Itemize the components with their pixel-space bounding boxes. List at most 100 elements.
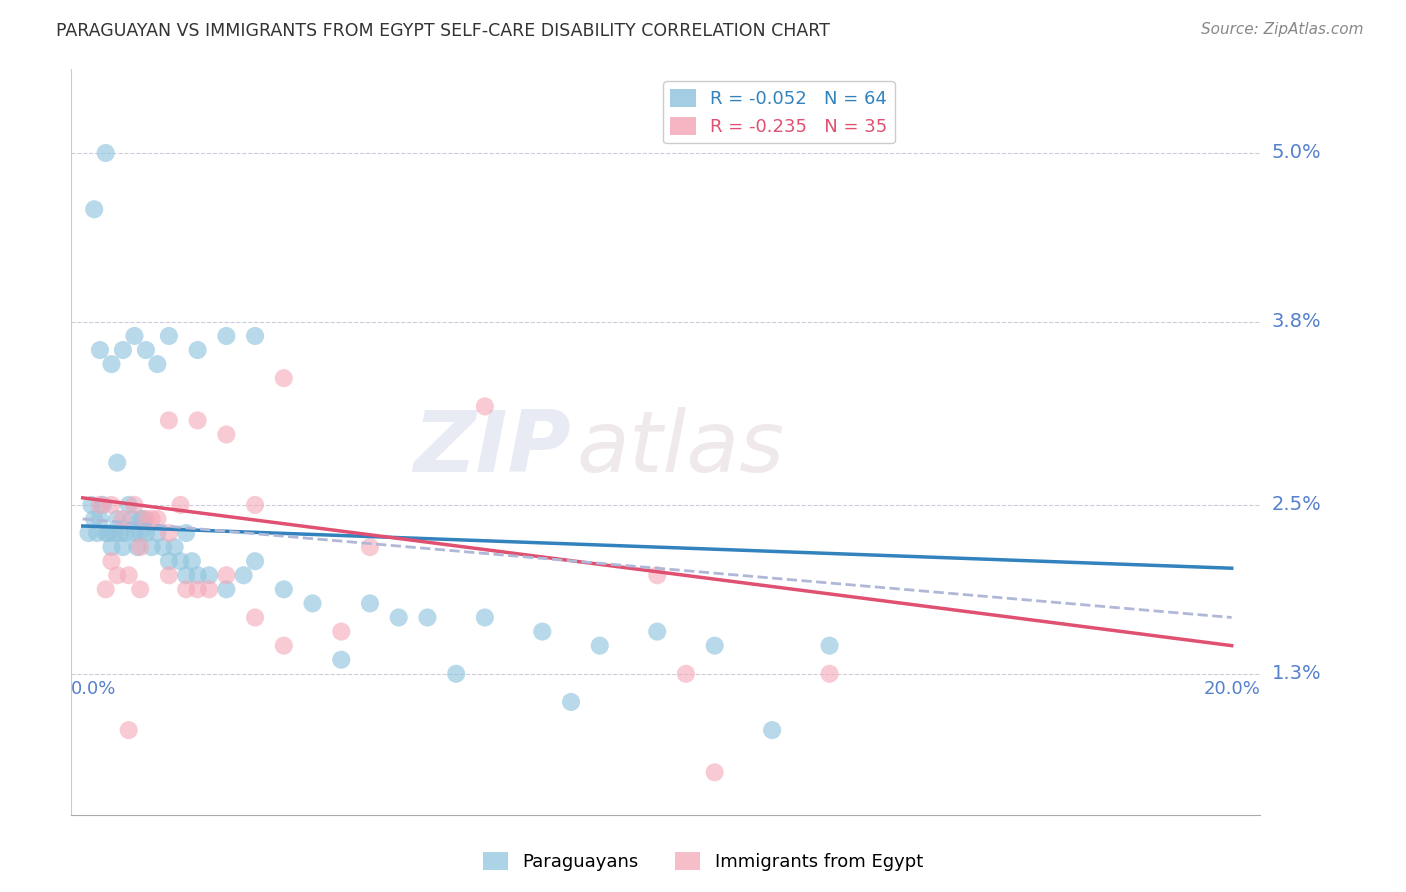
Point: [124, 498, 146, 512]
Point: [187, 343, 209, 357]
Point: [531, 624, 554, 639]
Text: Source: ZipAtlas.com: Source: ZipAtlas.com: [1201, 22, 1364, 37]
Point: [273, 582, 295, 597]
Point: [388, 610, 411, 624]
Point: [675, 666, 697, 681]
Point: [146, 526, 169, 541]
Point: [703, 765, 725, 780]
Point: [187, 582, 209, 597]
Point: [474, 400, 496, 414]
Text: ZIP: ZIP: [413, 407, 571, 490]
Point: [135, 343, 157, 357]
Point: [141, 512, 163, 526]
Point: [118, 568, 141, 582]
Point: [215, 427, 238, 442]
Text: 3.8%: 3.8%: [1272, 312, 1322, 332]
Text: PARAGUAYAN VS IMMIGRANTS FROM EGYPT SELF-CARE DISABILITY CORRELATION CHART: PARAGUAYAN VS IMMIGRANTS FROM EGYPT SELF…: [56, 22, 830, 40]
Point: [174, 582, 197, 597]
Point: [77, 526, 100, 541]
Point: [114, 526, 136, 541]
Point: [157, 526, 180, 541]
Point: [273, 371, 295, 385]
Text: 0.0%: 0.0%: [72, 681, 117, 698]
Point: [108, 526, 131, 541]
Point: [97, 526, 120, 541]
Point: [180, 554, 202, 568]
Point: [94, 145, 117, 160]
Point: [444, 666, 467, 681]
Text: 20.0%: 20.0%: [1204, 681, 1260, 698]
Point: [243, 498, 266, 512]
Point: [169, 554, 191, 568]
Point: [359, 540, 381, 554]
Point: [243, 554, 266, 568]
Point: [243, 610, 266, 624]
Point: [129, 540, 152, 554]
Text: 1.3%: 1.3%: [1272, 665, 1322, 683]
Point: [103, 526, 125, 541]
Point: [86, 526, 108, 541]
Point: [121, 512, 143, 526]
Point: [132, 512, 155, 526]
Point: [141, 540, 163, 554]
Point: [83, 202, 105, 217]
Point: [589, 639, 612, 653]
Point: [174, 568, 197, 582]
Point: [118, 723, 141, 738]
Point: [187, 413, 209, 427]
Point: [198, 582, 221, 597]
Point: [187, 568, 209, 582]
Point: [146, 357, 169, 371]
Point: [359, 596, 381, 610]
Text: 2.5%: 2.5%: [1272, 495, 1322, 515]
Point: [146, 512, 169, 526]
Point: [157, 554, 180, 568]
Point: [83, 512, 105, 526]
Point: [80, 498, 103, 512]
Point: [818, 666, 841, 681]
Point: [703, 639, 725, 653]
Point: [100, 357, 122, 371]
Point: [100, 540, 122, 554]
Point: [243, 329, 266, 343]
Point: [157, 568, 180, 582]
Point: [89, 512, 111, 526]
Point: [645, 568, 668, 582]
Point: [91, 498, 114, 512]
Point: [100, 554, 122, 568]
Point: [89, 498, 111, 512]
Point: [105, 512, 128, 526]
Point: [100, 498, 122, 512]
Point: [135, 526, 157, 541]
Point: [111, 512, 134, 526]
Point: [163, 540, 186, 554]
Point: [169, 498, 191, 512]
Point: [215, 582, 238, 597]
Point: [330, 653, 353, 667]
Point: [157, 413, 180, 427]
Point: [124, 329, 146, 343]
Point: [215, 329, 238, 343]
Point: [645, 624, 668, 639]
Point: [129, 526, 152, 541]
Point: [198, 568, 221, 582]
Point: [416, 610, 439, 624]
Point: [818, 639, 841, 653]
Point: [105, 568, 128, 582]
Legend: R = -0.052   N = 64, R = -0.235   N = 35: R = -0.052 N = 64, R = -0.235 N = 35: [664, 81, 894, 144]
Point: [135, 512, 157, 526]
Point: [124, 526, 146, 541]
Point: [118, 498, 141, 512]
Point: [560, 695, 582, 709]
Point: [761, 723, 783, 738]
Legend: Paraguayans, Immigrants from Egypt: Paraguayans, Immigrants from Egypt: [475, 845, 931, 879]
Point: [105, 456, 128, 470]
Point: [273, 639, 295, 653]
Point: [301, 596, 323, 610]
Point: [157, 329, 180, 343]
Point: [174, 526, 197, 541]
Point: [94, 582, 117, 597]
Point: [127, 540, 149, 554]
Point: [152, 540, 174, 554]
Point: [129, 512, 152, 526]
